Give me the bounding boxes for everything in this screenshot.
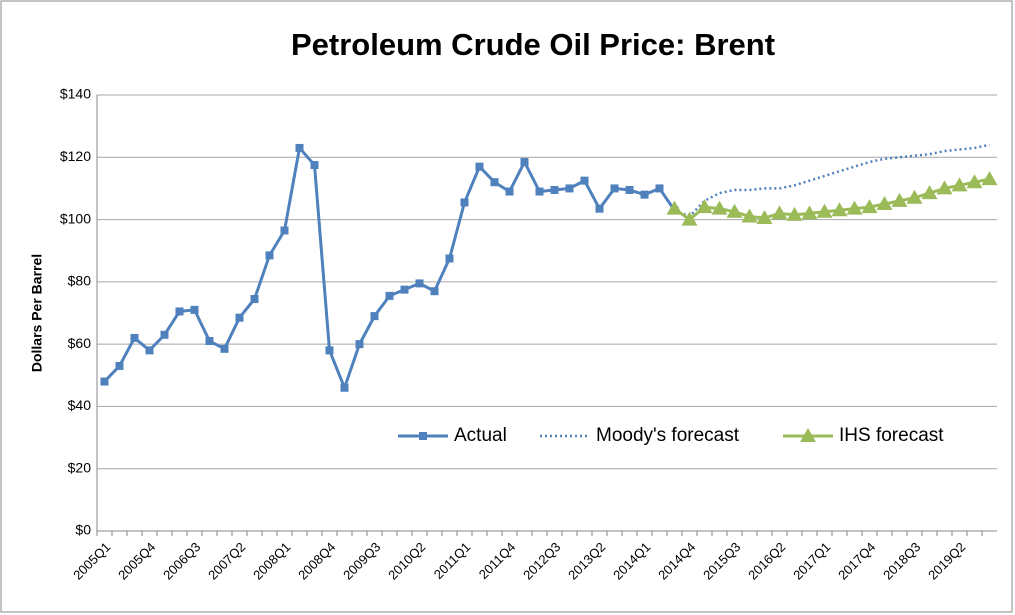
data-point (786, 206, 803, 221)
y-tick-label: $140 (60, 86, 91, 102)
legend-label: Actual (454, 425, 507, 446)
data-point (681, 211, 698, 226)
data-point (475, 162, 484, 171)
data-point (966, 174, 983, 189)
data-point (100, 377, 109, 386)
chart-title: Petroleum Crude Oil Price: Brent (291, 27, 775, 62)
data-point (355, 340, 364, 349)
data-point (846, 200, 863, 215)
legend-label: Moody's forecast (596, 425, 740, 446)
data-point (580, 176, 589, 185)
data-point (711, 200, 728, 215)
data-point (370, 312, 379, 321)
data-point (595, 204, 604, 213)
data-point (160, 330, 169, 339)
data-point (951, 177, 968, 192)
data-point (610, 184, 619, 193)
y-axis-label: Dollars Per Barrel (29, 254, 45, 372)
data-point (340, 383, 349, 392)
data-point (265, 251, 274, 260)
data-point (295, 143, 304, 152)
y-tick-label: $80 (68, 273, 92, 289)
data-point (235, 313, 244, 322)
data-point (430, 287, 439, 296)
data-point (981, 171, 998, 186)
data-point (906, 189, 923, 204)
data-point (115, 361, 124, 370)
data-point (460, 198, 469, 207)
data-point (936, 180, 953, 195)
data-point (415, 279, 424, 288)
data-point (726, 203, 743, 218)
y-tick-label: $100 (60, 210, 91, 226)
data-point (280, 226, 289, 235)
data-point (175, 307, 184, 316)
data-point (325, 346, 334, 355)
data-point (310, 161, 319, 170)
series-line (673, 177, 990, 222)
data-point (445, 254, 454, 263)
legend-marker (419, 432, 427, 440)
data-point (535, 187, 544, 196)
data-point (130, 333, 139, 342)
y-tick-label: $60 (68, 335, 92, 351)
data-point (550, 185, 559, 194)
y-tick-label: $20 (68, 459, 92, 475)
data-point (640, 190, 649, 199)
data-point (816, 203, 833, 218)
data-point (400, 285, 409, 294)
data-point (756, 210, 773, 225)
data-point (490, 178, 499, 187)
data-point (696, 199, 713, 214)
data-point (205, 337, 214, 346)
data-point (520, 157, 529, 166)
data-point (190, 305, 199, 314)
data-point (921, 185, 938, 200)
data-point (505, 187, 514, 196)
data-point (891, 192, 908, 207)
data-point (741, 208, 758, 223)
data-point (771, 205, 788, 220)
y-tick-label: $120 (60, 148, 91, 164)
data-point (145, 346, 154, 355)
legend-label: IHS forecast (839, 425, 944, 446)
y-tick-label: $0 (75, 522, 91, 538)
data-point (666, 200, 683, 215)
data-point (250, 294, 259, 303)
data-point (565, 184, 574, 193)
data-point (831, 202, 848, 217)
y-tick-label: $40 (68, 397, 92, 413)
data-point (876, 196, 893, 210)
data-point (801, 205, 818, 220)
data-point (655, 184, 664, 193)
data-point (385, 291, 394, 300)
legend-marker (800, 428, 816, 442)
data-point (861, 199, 878, 214)
data-point (220, 344, 229, 353)
data-point (625, 185, 634, 194)
